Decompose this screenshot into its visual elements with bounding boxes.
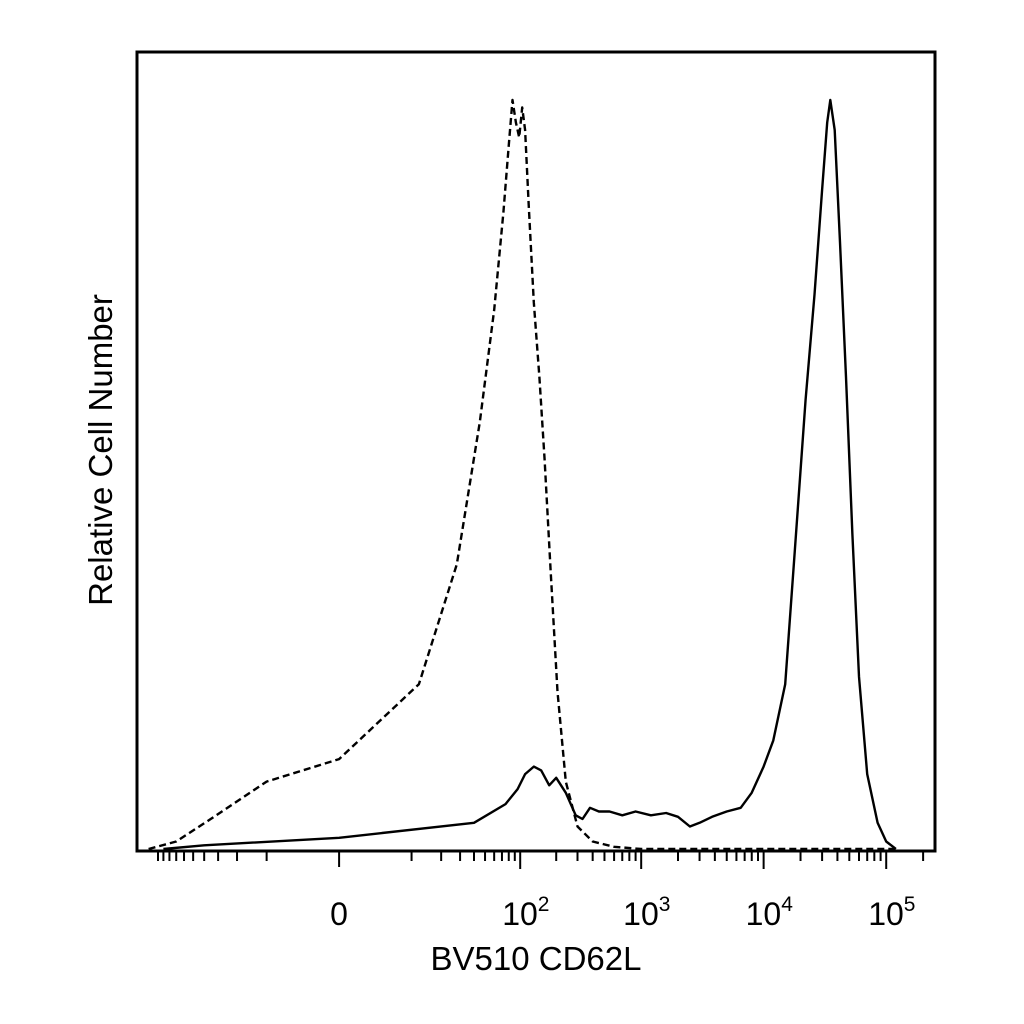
x-tick-label: 103 (623, 893, 670, 932)
x-tick-label: 0 (330, 896, 348, 932)
x-tick-labels: 0 102 103 104 105 (330, 893, 915, 932)
x-tick-label: 105 (868, 893, 915, 932)
x-tick-label: 104 (746, 893, 794, 932)
series-line-solid (163, 98, 897, 851)
x-axis-label: BV510 CD62L (431, 940, 642, 977)
x-axis-ticks (156, 851, 925, 869)
y-axis-label: Relative Cell Number (82, 294, 119, 606)
x-tick-label: 102 (502, 893, 549, 932)
series-group (148, 98, 897, 851)
plot-frame (135, 50, 937, 853)
series-line-dashed (148, 98, 896, 851)
